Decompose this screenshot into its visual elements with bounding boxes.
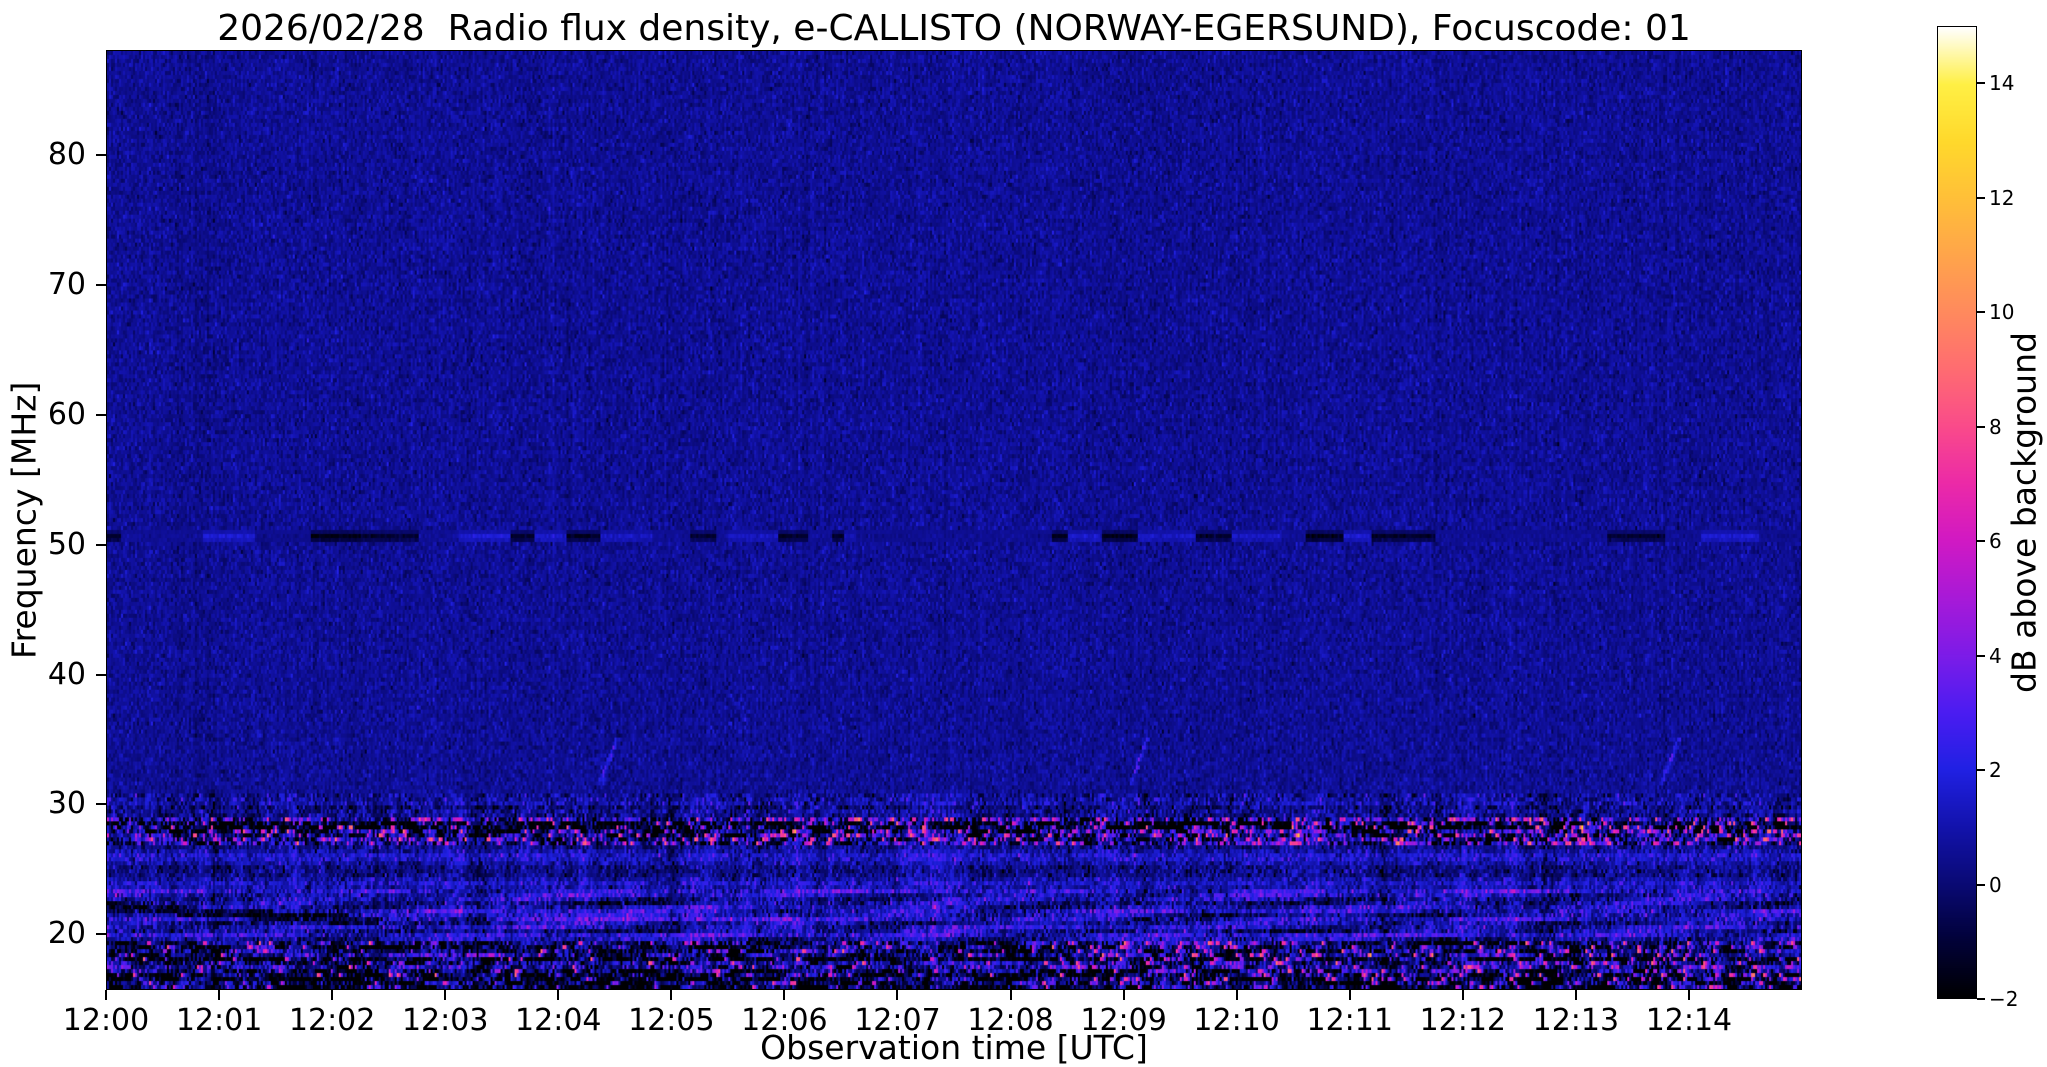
x-tick-label: 12:01: [175, 1003, 263, 1038]
x-tick-label: 12:08: [967, 1003, 1054, 1038]
x-tick-mark: [331, 990, 334, 1000]
colorbar-gradient: [1938, 27, 1976, 998]
x-tick-mark: [218, 990, 221, 1000]
x-tick-label: 12:03: [401, 1003, 489, 1038]
y-tick-mark: [96, 284, 106, 286]
colorbar-tick-label: 8: [1989, 414, 2002, 439]
x-axis-label: Observation time [UTC]: [760, 1028, 1148, 1067]
x-tick-mark: [1235, 990, 1238, 1000]
x-tick-mark: [1461, 990, 1464, 1000]
spectrogram-plot: [106, 50, 1802, 990]
colorbar-tick-mark: [1977, 883, 1985, 886]
x-tick-label: 12:09: [1080, 1003, 1167, 1038]
colorbar-tick-mark: [1977, 82, 1985, 85]
x-tick-mark: [105, 990, 107, 1000]
x-tick-mark: [783, 990, 786, 1000]
y-tick-label: 40: [47, 656, 86, 692]
y-tick-mark: [96, 413, 106, 416]
x-tick-label: 12:12: [1419, 1003, 1507, 1038]
colorbar-tick-mark: [1977, 769, 1985, 772]
y-tick-mark: [96, 803, 106, 806]
y-tick-mark: [96, 933, 106, 936]
x-tick-label: 12:07: [854, 1003, 941, 1038]
x-tick-label: 12:11: [1306, 1003, 1393, 1038]
colorbar-tick-label: 2: [1989, 758, 2002, 783]
x-tick-mark: [1348, 990, 1351, 1000]
x-tick-mark: [557, 990, 560, 1000]
colorbar-tick-label: 4: [1989, 643, 2002, 668]
x-tick-mark: [1687, 990, 1690, 1000]
colorbar-tick-label: 12: [1989, 185, 2015, 210]
colorbar-tick-mark: [1977, 654, 1985, 657]
colorbar-tick-mark: [1977, 540, 1985, 543]
colorbar-tick-mark: [1977, 196, 1985, 199]
y-tick-label: 80: [47, 137, 86, 173]
colorbar-tick-mark: [1977, 311, 1985, 314]
x-tick-label: 12:04: [515, 1003, 602, 1038]
colorbar-label: dB above background: [2004, 332, 2044, 693]
colorbar: [1937, 26, 1977, 999]
y-axis-label: Frequency [MHz]: [4, 381, 44, 659]
y-tick-label: 60: [47, 396, 86, 432]
x-tick-label: 12:10: [1193, 1003, 1280, 1038]
spectrogram-image: [107, 51, 1801, 989]
x-tick-label: 12:00: [62, 1003, 150, 1038]
y-tick-label: 30: [47, 786, 86, 822]
colorbar-tick-mark: [1977, 998, 1985, 1000]
y-tick-mark: [96, 154, 106, 157]
colorbar-tick-label: 0: [1989, 872, 2002, 897]
x-tick-label: 12:14: [1645, 1003, 1733, 1038]
x-tick-mark: [1574, 990, 1577, 1000]
colorbar-tick-label: 6: [1989, 529, 2002, 554]
chart-title: 2026/02/28 Radio flux density, e-CALLIST…: [217, 8, 1691, 49]
x-tick-mark: [670, 990, 673, 1000]
colorbar-tick-label: 10: [1989, 300, 2015, 325]
x-tick-mark: [444, 990, 447, 1000]
x-tick-label: 12:06: [741, 1003, 828, 1038]
x-tick-mark: [1122, 990, 1125, 1000]
x-tick-mark: [896, 990, 899, 1000]
colorbar-tick-label: −2: [1989, 987, 2019, 1011]
y-tick-mark: [96, 673, 106, 676]
x-tick-label: 12:02: [288, 1003, 376, 1038]
y-tick-label: 20: [47, 916, 86, 952]
y-tick-mark: [96, 543, 106, 546]
x-tick-mark: [1009, 990, 1012, 1000]
colorbar-tick-mark: [1977, 425, 1985, 428]
x-tick-label: 12:13: [1532, 1003, 1620, 1038]
y-tick-label: 50: [47, 526, 86, 562]
colorbar-tick-label: 14: [1989, 71, 2015, 96]
y-tick-label: 70: [47, 267, 86, 302]
x-tick-label: 12:05: [628, 1003, 715, 1038]
